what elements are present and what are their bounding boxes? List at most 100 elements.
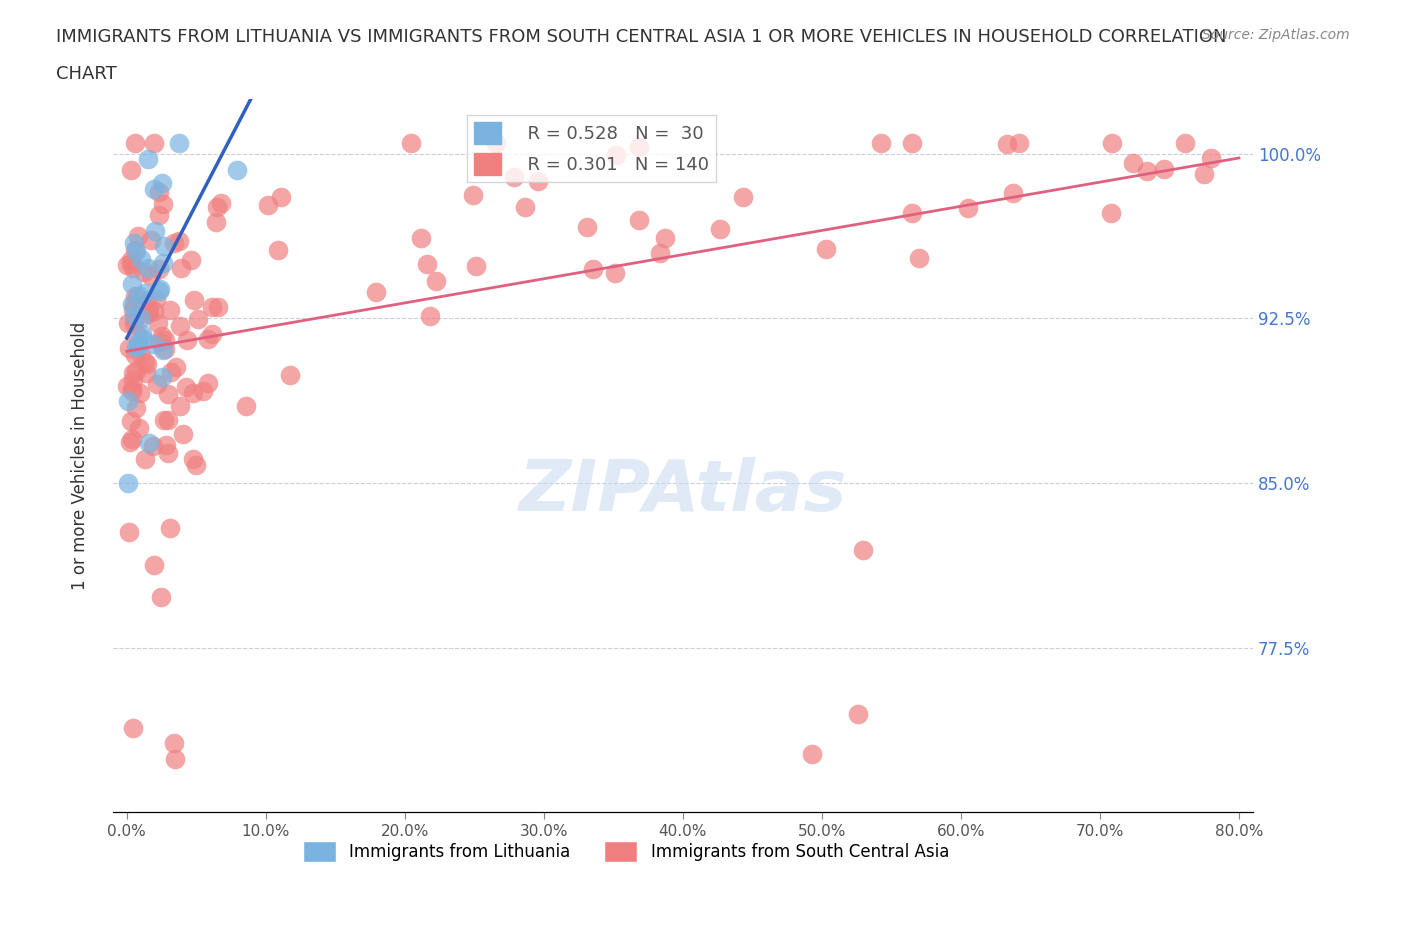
Point bbox=[513, 200, 536, 215]
Point bbox=[149, 282, 172, 297]
Point bbox=[156, 445, 179, 460]
Point bbox=[143, 304, 166, 319]
Point bbox=[132, 265, 155, 280]
Point bbox=[165, 751, 187, 766]
Point bbox=[125, 326, 148, 341]
Point bbox=[201, 299, 224, 314]
Point bbox=[207, 299, 229, 314]
Point bbox=[129, 348, 152, 363]
Point bbox=[170, 260, 193, 275]
Point bbox=[266, 243, 288, 258]
Point bbox=[117, 315, 139, 330]
Text: IMMIGRANTS FROM LITHUANIA VS IMMIGRANTS FROM SOUTH CENTRAL ASIA 1 OR MORE VEHICL: IMMIGRANTS FROM LITHUANIA VS IMMIGRANTS … bbox=[56, 28, 1227, 46]
Point bbox=[1136, 164, 1159, 179]
Point bbox=[648, 246, 671, 260]
Point bbox=[121, 261, 143, 276]
Point bbox=[1002, 185, 1025, 200]
Point bbox=[136, 260, 159, 275]
Point bbox=[121, 384, 143, 399]
Point bbox=[122, 312, 145, 326]
Point bbox=[169, 319, 191, 334]
Point bbox=[411, 230, 433, 245]
Point bbox=[120, 253, 142, 268]
Point bbox=[134, 452, 156, 467]
Point bbox=[124, 288, 146, 303]
Point bbox=[152, 342, 174, 357]
Point bbox=[184, 458, 207, 472]
Point bbox=[122, 317, 145, 332]
Point bbox=[582, 261, 605, 276]
Point bbox=[138, 302, 160, 317]
Point bbox=[605, 265, 627, 280]
Point bbox=[125, 364, 148, 379]
Point bbox=[148, 207, 170, 222]
Point bbox=[136, 152, 159, 166]
Point bbox=[280, 367, 302, 382]
Point bbox=[172, 427, 194, 442]
Point bbox=[169, 399, 191, 414]
Point bbox=[142, 557, 165, 572]
Point bbox=[142, 336, 165, 351]
Point bbox=[503, 169, 526, 184]
Point bbox=[153, 413, 176, 428]
Point bbox=[183, 292, 205, 307]
Point bbox=[209, 196, 232, 211]
Point bbox=[118, 434, 141, 449]
Point bbox=[121, 277, 143, 292]
Text: ZIPAtlas: ZIPAtlas bbox=[519, 457, 846, 525]
Point bbox=[176, 333, 198, 348]
Point bbox=[628, 140, 651, 154]
Point bbox=[180, 252, 202, 267]
Point bbox=[121, 432, 143, 446]
Point bbox=[155, 333, 177, 348]
Point bbox=[122, 721, 145, 736]
Point bbox=[146, 377, 169, 392]
Point bbox=[1122, 155, 1144, 170]
Point bbox=[846, 707, 869, 722]
Y-axis label: 1 or more Vehicles in Household: 1 or more Vehicles in Household bbox=[72, 322, 89, 590]
Point bbox=[127, 335, 149, 350]
Point bbox=[138, 305, 160, 320]
Point bbox=[205, 200, 228, 215]
Point bbox=[163, 735, 186, 750]
Point bbox=[957, 200, 980, 215]
Point bbox=[129, 311, 152, 325]
Point bbox=[995, 137, 1018, 152]
Point bbox=[150, 369, 173, 384]
Point bbox=[143, 135, 166, 150]
Point bbox=[122, 372, 145, 387]
Point bbox=[127, 228, 149, 243]
Point bbox=[416, 257, 439, 272]
Point bbox=[150, 329, 173, 344]
Point bbox=[366, 285, 388, 299]
Point bbox=[1174, 135, 1197, 150]
Point bbox=[128, 421, 150, 436]
Point bbox=[129, 386, 152, 401]
Point bbox=[174, 380, 197, 395]
Point bbox=[117, 475, 139, 490]
Point bbox=[152, 197, 174, 212]
Point bbox=[870, 135, 893, 150]
Point bbox=[122, 297, 145, 312]
Point bbox=[127, 289, 149, 304]
Point bbox=[139, 232, 162, 247]
Point bbox=[464, 259, 486, 273]
Point bbox=[127, 339, 149, 353]
Point bbox=[181, 386, 204, 401]
Point bbox=[134, 354, 156, 369]
Point bbox=[461, 188, 484, 203]
Point bbox=[225, 162, 247, 177]
Point bbox=[136, 356, 159, 371]
Point bbox=[143, 224, 166, 239]
Point bbox=[187, 312, 209, 326]
Point bbox=[731, 189, 754, 204]
Point bbox=[425, 273, 447, 288]
Point bbox=[136, 296, 159, 311]
Point bbox=[134, 286, 156, 300]
Point bbox=[146, 315, 169, 330]
Point bbox=[1008, 135, 1031, 150]
Point bbox=[156, 413, 179, 428]
Point bbox=[1101, 135, 1123, 150]
Point bbox=[117, 379, 139, 393]
Point bbox=[153, 239, 176, 254]
